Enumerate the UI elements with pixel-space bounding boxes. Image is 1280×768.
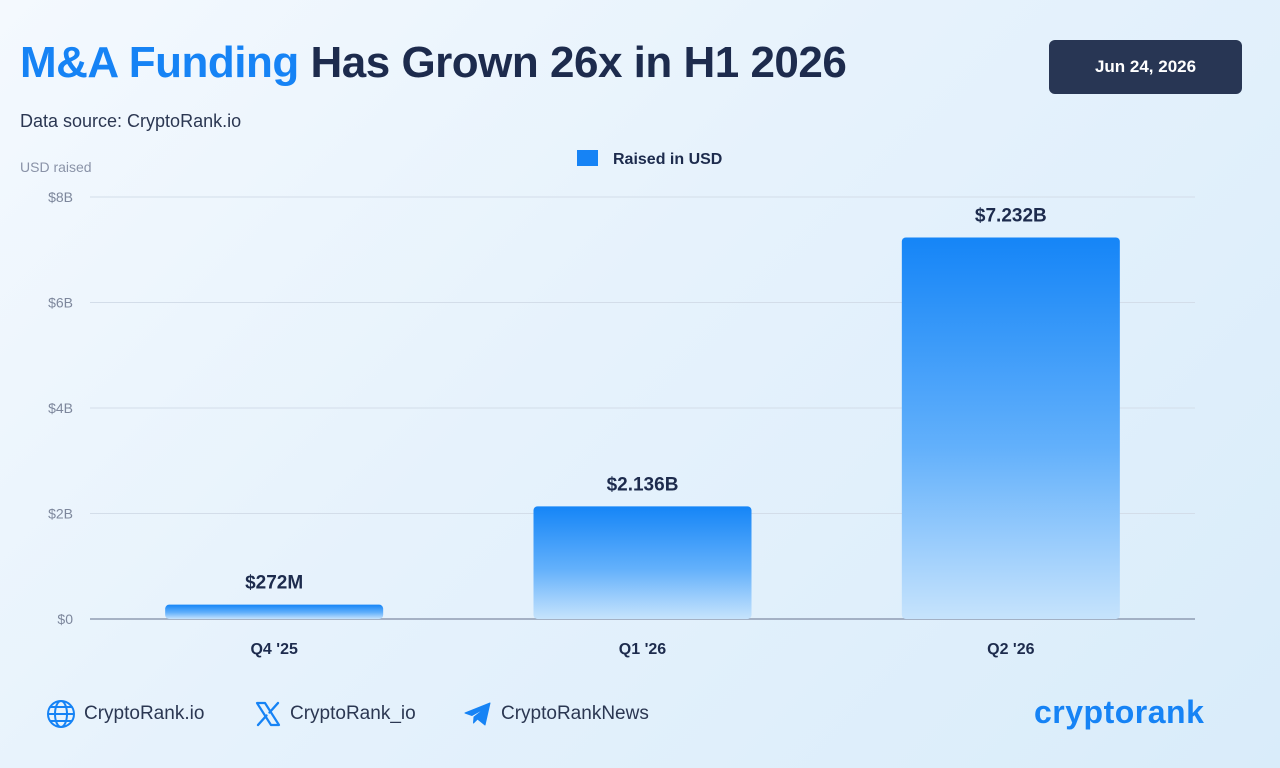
bar [901, 237, 1120, 619]
x-logo-icon [255, 701, 281, 727]
footer-link-website[interactable]: CryptoRank.io [46, 698, 204, 730]
footer-link-label: CryptoRankNews [501, 703, 649, 724]
data-source: Data source: CryptoRank.io [20, 111, 242, 131]
y-tick-label: $2B [48, 506, 73, 522]
title-accent: M&A Funding [20, 38, 299, 87]
data-label: $2.136B [607, 474, 679, 495]
legend-swatch [577, 150, 598, 166]
y-axis-title: USD raised [20, 159, 92, 175]
data-label: $272M [245, 573, 303, 594]
footer-link-label: CryptoRank.io [84, 703, 205, 724]
chart-title: M&A Funding Has Grown 26x in H1 2026 [20, 38, 847, 88]
footer-link-telegram[interactable]: CryptoRankNews [463, 698, 649, 730]
y-tick-label: $0 [57, 611, 73, 627]
data-label: $7.232B [975, 206, 1047, 227]
bar [533, 506, 752, 619]
bar [165, 604, 384, 619]
y-tick-label: $4B [48, 400, 73, 416]
title-rest: Has Grown 26x in H1 2026 [310, 38, 847, 87]
cryptorank-logo: cryptorank [1034, 694, 1205, 730]
telegram-icon [464, 702, 491, 726]
bar-chart: USD raised Raised in USD $0$2B$4B$6B$8B … [20, 150, 1195, 658]
footer-link-x[interactable]: CryptoRank_io [254, 698, 416, 730]
x-tick-label: Q2 '26 [987, 641, 1034, 658]
y-tick-label: $8B [48, 189, 73, 205]
globe-icon [47, 700, 75, 728]
x-tick-label: Q1 '26 [619, 641, 666, 658]
legend-label: Raised in USD [613, 151, 722, 168]
x-tick-label: Q4 '25 [250, 641, 297, 658]
footer-link-label: CryptoRank_io [290, 703, 416, 724]
y-tick-label: $6B [48, 295, 73, 311]
date-badge: Jun 24, 2026 [1049, 40, 1242, 94]
